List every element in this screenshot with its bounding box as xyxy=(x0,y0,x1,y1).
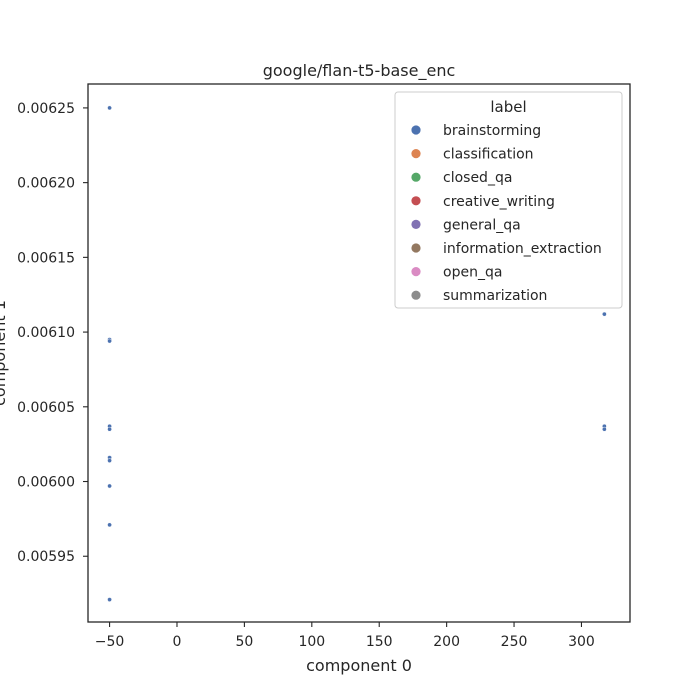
legend: label brainstorming classification closed_… xyxy=(394,91,623,309)
x-tick-label: 150 xyxy=(366,634,393,650)
legend-label: general_qa xyxy=(443,217,521,233)
y-axis-label: component 1 xyxy=(0,300,9,406)
legend-marker xyxy=(411,125,421,135)
legend-title: label xyxy=(490,98,526,116)
data-point xyxy=(602,426,607,432)
legend-marker xyxy=(411,267,421,277)
y-tick-label: 0.00610 xyxy=(17,325,75,341)
y-tick-label: 0.00595 xyxy=(17,549,75,565)
legend-label: creative_writing xyxy=(443,194,555,210)
y-tick-label: 0.00600 xyxy=(17,475,75,491)
x-tick-label: 200 xyxy=(433,634,460,650)
legend-label: summarization xyxy=(443,288,547,304)
x-tick-label: 50 xyxy=(235,634,253,650)
legend-label: classification xyxy=(443,147,534,163)
data-point xyxy=(107,338,112,344)
data-point xyxy=(107,426,112,432)
legend-label: information_extraction xyxy=(443,241,602,257)
y-tick-label: 0.00605 xyxy=(17,400,75,416)
data-point xyxy=(107,522,112,528)
legend-label: open_qa xyxy=(443,265,502,281)
legend-label: closed_qa xyxy=(443,170,512,186)
x-tick-label: −50 xyxy=(95,634,125,650)
data-point xyxy=(107,483,112,489)
legend-marker xyxy=(411,172,421,182)
data-point xyxy=(107,597,112,602)
legend-marker xyxy=(411,219,421,229)
legend-label: brainstorming xyxy=(443,123,541,139)
x-tick-label: 250 xyxy=(501,634,528,650)
data-point xyxy=(107,105,112,111)
x-tick-label: 100 xyxy=(298,634,325,650)
data-point xyxy=(602,311,607,317)
chart-title: google/flan-t5-base_enc xyxy=(263,61,456,81)
y-axis: 0.00595 0.00600 0.00605 0.00610 0.00615 0.006… xyxy=(17,101,88,565)
y-tick-label: 0.00615 xyxy=(17,250,75,266)
legend-box xyxy=(394,91,623,309)
x-tick-label: 0 xyxy=(173,634,182,650)
y-tick-label: 0.00620 xyxy=(17,176,75,192)
y-tick-label: 0.00625 xyxy=(17,101,75,117)
legend-marker xyxy=(411,243,421,253)
data-points xyxy=(107,105,607,602)
legend-marker xyxy=(411,149,421,159)
legend-marker xyxy=(411,196,421,206)
x-axis-label: component 0 xyxy=(306,656,412,675)
legend-marker xyxy=(411,290,421,300)
data-point xyxy=(107,458,112,463)
x-tick-label: 300 xyxy=(568,634,595,650)
x-axis: −50 0 50 100 150 200 250 300 xyxy=(95,622,595,650)
